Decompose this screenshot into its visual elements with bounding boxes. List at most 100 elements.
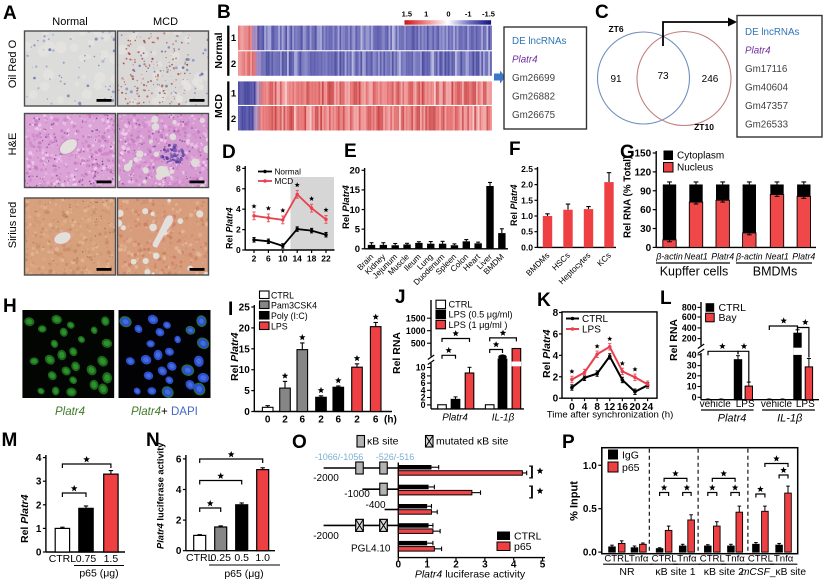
svg-text:BMDMs: BMDMs [753,265,797,279]
svg-text:25: 25 [239,303,251,314]
svg-text:B: B [217,2,231,23]
svg-text:-2000: -2000 [313,531,339,542]
svg-text:1.5: 1.5 [104,553,119,565]
svg-text:Gm17116: Gm17116 [745,64,788,75]
svg-text:Poly (I:C): Poly (I:C) [271,311,308,321]
svg-text:91: 91 [610,74,622,85]
svg-text:Normal: Normal [52,16,87,28]
svg-text:LPS (0.5 μg/ml): LPS (0.5 μg/ml) [449,310,513,320]
svg-text:6: 6 [236,184,241,194]
svg-text:0: 0 [176,546,182,557]
svg-text:4: 4 [553,351,559,362]
svg-text:400: 400 [682,323,697,333]
svg-text:20: 20 [239,323,251,334]
svg-text:H: H [3,296,17,317]
svg-text:Oil Red O: Oil Red O [7,39,19,88]
svg-text:10: 10 [239,365,251,376]
svg-text:mCSF_κB site: mCSF_κB site [741,567,806,578]
svg-text:LPS: LPS [271,322,288,332]
svg-text:Rel Platr4: Rel Platr4 [19,494,31,543]
svg-text:2.0: 2.0 [521,180,533,190]
svg-text:2: 2 [231,59,236,70]
svg-text:Rel Platr4: Rel Platr4 [541,329,553,378]
svg-text:3: 3 [482,559,488,570]
svg-text:2: 2 [453,559,459,570]
svg-text:2: 2 [36,500,42,511]
svg-text:2: 2 [231,114,236,125]
svg-text:6: 6 [266,254,271,264]
svg-text:0.75: 0.75 [76,553,97,565]
svg-text:CTRL: CTRL [582,314,609,325]
svg-text:CTRL: CTRL [449,300,473,310]
svg-text:0: 0 [553,394,559,405]
svg-text:0: 0 [355,244,360,255]
svg-text:4: 4 [421,385,426,395]
svg-text:1: 1 [424,559,430,570]
svg-text:0: 0 [446,10,450,19]
svg-text:Sirius red: Sirius red [7,202,19,248]
svg-text:M: M [2,430,18,451]
svg-text:LPS: LPS [582,325,601,336]
svg-text:2: 2 [421,393,426,403]
svg-text:% Input: % Input [569,481,581,521]
svg-text:8: 8 [594,402,600,413]
svg-text:-1000: -1000 [344,489,370,500]
svg-text:G: G [620,142,635,163]
svg-text:1.0: 1.0 [583,461,597,472]
svg-text:6: 6 [421,378,426,388]
svg-text:Gm26699: Gm26699 [512,73,555,84]
svg-text:D: D [222,142,236,163]
svg-text:20: 20 [350,166,361,177]
svg-text:N: N [146,430,160,451]
svg-text:1: 1 [424,10,428,19]
svg-text:22: 22 [321,254,331,264]
svg-text:MCD: MCD [275,177,294,186]
svg-text:Normal: Normal [213,32,225,68]
svg-text:PGL4.10: PGL4.10 [351,544,391,555]
svg-text:-1066/-1056: -1066/-1056 [315,452,364,462]
svg-text:Nucleus: Nucleus [677,163,713,174]
svg-text:0.5: 0.5 [521,227,533,237]
svg-text:500: 500 [411,338,426,348]
svg-text:Neat1: Neat1 [684,252,708,262]
svg-text:(h): (h) [384,415,397,426]
svg-text:Platr4: Platr4 [718,413,747,425]
svg-text:16: 16 [617,402,629,413]
svg-text:150: 150 [635,149,652,160]
svg-text:p65: p65 [514,541,532,553]
svg-text:DE lncRNAs: DE lncRNAs [745,27,800,38]
svg-text:Rel Platr4: Rel Platr4 [341,184,352,229]
svg-text:κB site: κB site [367,436,399,448]
svg-text:10: 10 [687,382,697,392]
svg-text:5: 5 [540,559,546,570]
svg-text:NR: NR [619,566,635,578]
svg-text:1000: 1000 [406,326,426,336]
svg-text:24: 24 [642,402,654,413]
svg-text:Tnfα: Tnfα [774,554,794,565]
svg-text:8: 8 [421,371,426,381]
svg-text:6: 6 [553,329,559,340]
svg-text:CTRL: CTRL [748,554,774,565]
svg-text:4: 4 [511,559,517,570]
svg-text:CTRL: CTRL [719,302,747,314]
svg-text:20: 20 [687,371,697,381]
svg-text:90: 90 [640,186,652,197]
svg-text:3: 3 [36,477,42,488]
svg-text:Time after synchronization (h): Time after synchronization (h) [547,410,674,421]
svg-text:20: 20 [629,402,641,413]
svg-text:Bay: Bay [719,312,738,324]
svg-text:K: K [537,290,551,311]
svg-text:MCD: MCD [153,16,178,28]
svg-text:Gm26533: Gm26533 [745,120,789,131]
svg-text:4: 4 [582,402,588,413]
svg-text:LPS: LPS [796,399,815,410]
svg-text:14: 14 [292,254,302,264]
svg-text:mutated κB site: mutated κB site [436,436,509,448]
svg-text:10: 10 [350,205,361,216]
svg-text:0: 0 [396,559,402,570]
svg-text:O: O [292,432,307,453]
svg-text:15: 15 [350,185,361,196]
svg-text:30: 30 [687,361,697,371]
svg-text:800: 800 [682,303,697,313]
svg-text:IL-1β: IL-1β [492,413,515,424]
